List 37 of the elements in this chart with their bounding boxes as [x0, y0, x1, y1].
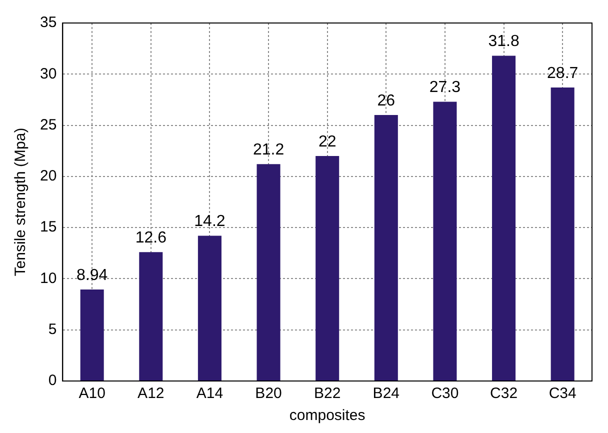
data-label: 8.94 — [76, 266, 108, 284]
x-tick-label: B22 — [314, 385, 341, 402]
bar — [256, 164, 280, 380]
y-tick-label: 15 — [40, 218, 57, 236]
x-tick-label: C32 — [490, 385, 518, 402]
bar — [139, 252, 163, 380]
y-tick-label: 10 — [40, 270, 57, 287]
y-tick-label: 5 — [48, 321, 57, 338]
bar — [433, 102, 457, 380]
data-label: 27.3 — [429, 79, 461, 96]
x-axis-title: composites — [289, 407, 366, 424]
data-label: 22 — [318, 133, 336, 150]
y-tick-label: 30 — [40, 65, 57, 82]
x-tick-label: A14 — [196, 385, 224, 402]
data-label: 26 — [377, 92, 396, 110]
x-tick-label: A10 — [78, 385, 106, 402]
y-tick-label: 25 — [40, 116, 57, 134]
bar — [374, 115, 398, 380]
data-label: 12.6 — [135, 230, 167, 247]
y-axis-title: Tensile strength (Mpa) — [12, 128, 30, 276]
y-tick-label: 0 — [48, 372, 57, 390]
data-label: 28.7 — [547, 64, 578, 82]
bar — [316, 156, 340, 380]
bar — [198, 236, 222, 380]
data-label: 21.2 — [252, 142, 284, 159]
y-tick-label: 20 — [40, 168, 57, 185]
bar — [550, 87, 574, 380]
x-tick-label: C30 — [431, 385, 459, 402]
bar — [80, 290, 104, 380]
data-label: 14.2 — [194, 213, 226, 230]
x-tick-label: B20 — [255, 385, 282, 402]
x-tick-label: A12 — [138, 385, 164, 402]
y-tick-label: 35 — [40, 14, 57, 32]
data-label: 31.8 — [488, 33, 520, 50]
x-tick-label: B24 — [372, 385, 400, 402]
x-tick-label: C34 — [548, 385, 576, 402]
bar — [492, 56, 516, 380]
